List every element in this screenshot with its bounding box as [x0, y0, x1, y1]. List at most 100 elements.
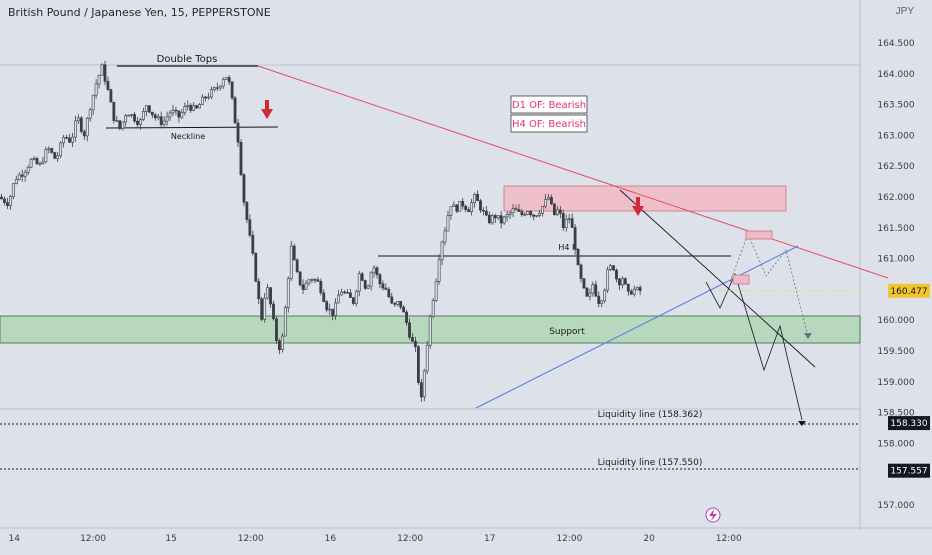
- candle-body: [635, 287, 639, 290]
- candle-body: [195, 105, 199, 109]
- candle-body: [201, 96, 204, 105]
- candle-body: [100, 64, 104, 76]
- candle-body: [257, 281, 261, 300]
- candle-body: [174, 109, 178, 112]
- candle-body: [416, 346, 420, 383]
- candle-body: [363, 280, 367, 289]
- price-tick-label: 161.500: [877, 224, 914, 234]
- price-tick-label: 163.000: [877, 131, 914, 141]
- candle-body: [156, 116, 160, 119]
- candle-body: [242, 174, 246, 203]
- candle-body: [499, 215, 503, 224]
- candle-body: [112, 101, 116, 121]
- liquidity-line-2-label: Liquidity line (157.550): [598, 458, 703, 468]
- candle-body: [555, 209, 559, 216]
- candle-body: [38, 163, 42, 165]
- target-box-upper[interactable]: [745, 230, 773, 240]
- candle-body: [629, 290, 633, 295]
- candle-body: [505, 214, 509, 218]
- candle-body: [606, 269, 610, 291]
- candle-body: [47, 148, 51, 150]
- candle-body: [35, 158, 39, 165]
- candle-body: [130, 114, 133, 116]
- candle-body: [307, 279, 311, 284]
- price-tag-label: 160.477: [890, 287, 927, 297]
- candle-body: [384, 287, 388, 290]
- candle-body: [609, 265, 612, 270]
- candle-body: [91, 94, 95, 111]
- candle-body: [419, 382, 423, 398]
- candle-body: [159, 116, 163, 125]
- candle-body: [136, 120, 139, 125]
- h4-order-flow-box: [510, 114, 588, 133]
- candle-body: [514, 208, 518, 210]
- candle-body: [411, 337, 414, 342]
- h4-resistance-label: H4 R: [558, 243, 578, 252]
- candle-body: [375, 267, 379, 275]
- price-tick-label: 159.500: [877, 347, 914, 357]
- candle-body: [576, 248, 580, 266]
- candle-body: [532, 214, 536, 217]
- candle-body: [582, 278, 586, 289]
- candle-body: [218, 85, 222, 89]
- candle-body: [600, 300, 604, 304]
- candle-body: [493, 215, 497, 219]
- price-axis[interactable]: [860, 0, 932, 550]
- candle-body: [579, 264, 583, 279]
- descending-trendline[interactable]: [257, 65, 889, 279]
- candle-body: [168, 112, 172, 118]
- candle-body: [97, 74, 101, 85]
- candle-body: [85, 117, 89, 137]
- candle-body: [124, 115, 128, 123]
- price-tick-label: 164.500: [877, 39, 914, 49]
- economic-event-icon[interactable]: [705, 507, 721, 523]
- candle-body: [544, 199, 547, 207]
- candle-body: [561, 213, 565, 228]
- candle-body: [408, 322, 411, 338]
- neckline-label: Neckline: [171, 132, 205, 141]
- candle-body: [334, 302, 338, 316]
- candle-body: [328, 308, 332, 311]
- candle-body: [153, 114, 157, 119]
- price-tick-label: 159.000: [877, 378, 914, 388]
- candle-body: [508, 212, 512, 215]
- candle-body: [464, 205, 468, 210]
- candle-body: [127, 114, 131, 117]
- candle-body: [6, 202, 9, 206]
- candle-body: [68, 137, 71, 143]
- candle-body: [393, 302, 397, 305]
- price-axis-labels: 164.500 164.000 163.500 163.000 162.500 162.0…: [877, 39, 914, 511]
- target-box-lower[interactable]: [732, 274, 750, 285]
- d1-order-flow-box: [510, 95, 588, 114]
- candle-body: [390, 296, 394, 304]
- candle-body: [490, 215, 494, 224]
- candle-body: [437, 259, 441, 282]
- neckline[interactable]: [105, 126, 279, 129]
- candle-body: [615, 269, 618, 280]
- candle-body: [106, 80, 110, 90]
- candle-body: [452, 204, 456, 207]
- candle-body: [470, 202, 474, 213]
- candle-body: [286, 278, 290, 308]
- liquidity-line-1-label: Liquidity line (158.362): [598, 410, 703, 420]
- candle-body: [455, 204, 459, 212]
- candle-body: [292, 245, 296, 261]
- price-tag-label: 158.330: [890, 419, 927, 429]
- candle-body: [366, 285, 370, 289]
- candle-body: [479, 200, 482, 211]
- candle-body: [378, 274, 382, 285]
- candle-body: [207, 96, 210, 99]
- candle-body: [348, 292, 352, 298]
- supply-zone[interactable]: [503, 185, 787, 212]
- candle-body: [381, 283, 385, 289]
- candle-body: [221, 79, 225, 87]
- red-arrow-2: [632, 197, 644, 216]
- candle-body: [597, 295, 601, 304]
- ascending-trendline[interactable]: [475, 245, 799, 409]
- candle-body: [461, 201, 465, 207]
- candle-body: [425, 344, 429, 372]
- candle-body: [476, 193, 479, 202]
- candle-body: [354, 290, 358, 304]
